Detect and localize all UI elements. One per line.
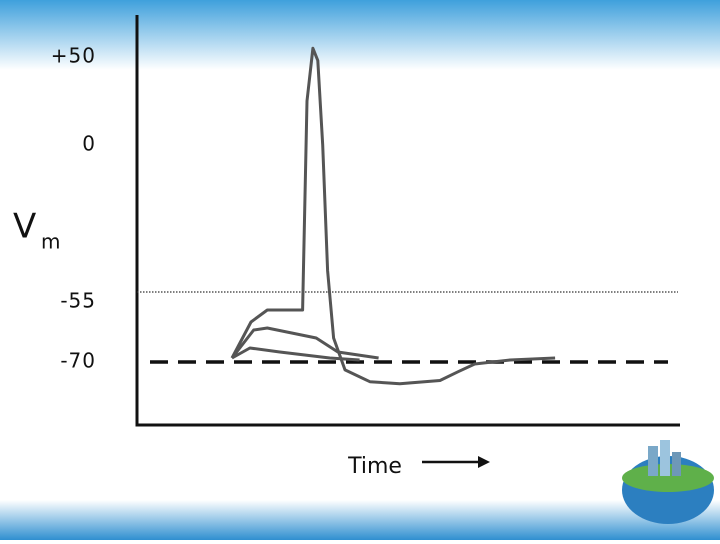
x-axis-label: Time <box>347 454 402 479</box>
time-arrow-head <box>478 456 490 468</box>
y-tick-label: 0 <box>82 132 96 156</box>
plot: +50 0 -55 -70 <box>51 15 680 427</box>
y-tick-label: -55 <box>60 289 96 313</box>
trace-line <box>231 346 360 362</box>
y-axis-label: V <box>13 207 36 247</box>
bottom-band <box>0 500 720 540</box>
globe-icon <box>622 440 714 524</box>
y-tick-label: +50 <box>51 44 96 68</box>
y-tick-label: -70 <box>60 349 96 373</box>
trace-line <box>230 46 556 386</box>
trace-line <box>230 326 379 360</box>
top-band <box>0 0 720 70</box>
y-axis-label-sub: m <box>41 230 60 254</box>
